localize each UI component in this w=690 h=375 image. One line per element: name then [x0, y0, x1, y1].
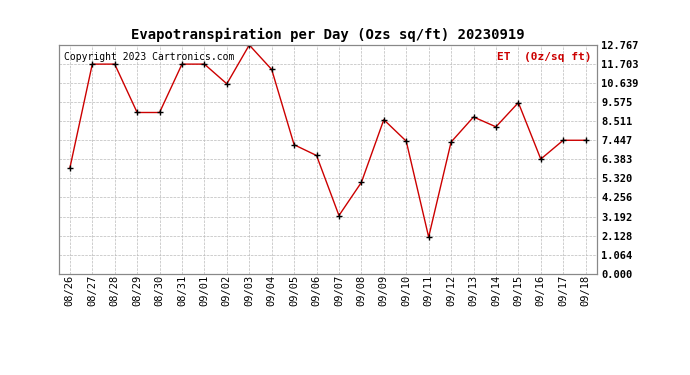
Text: ET  (0z/sq ft): ET (0z/sq ft): [497, 52, 591, 62]
Title: Evapotranspiration per Day (Ozs sq/ft) 20230919: Evapotranspiration per Day (Ozs sq/ft) 2…: [131, 28, 524, 42]
Text: Copyright 2023 Cartronics.com: Copyright 2023 Cartronics.com: [64, 52, 235, 62]
